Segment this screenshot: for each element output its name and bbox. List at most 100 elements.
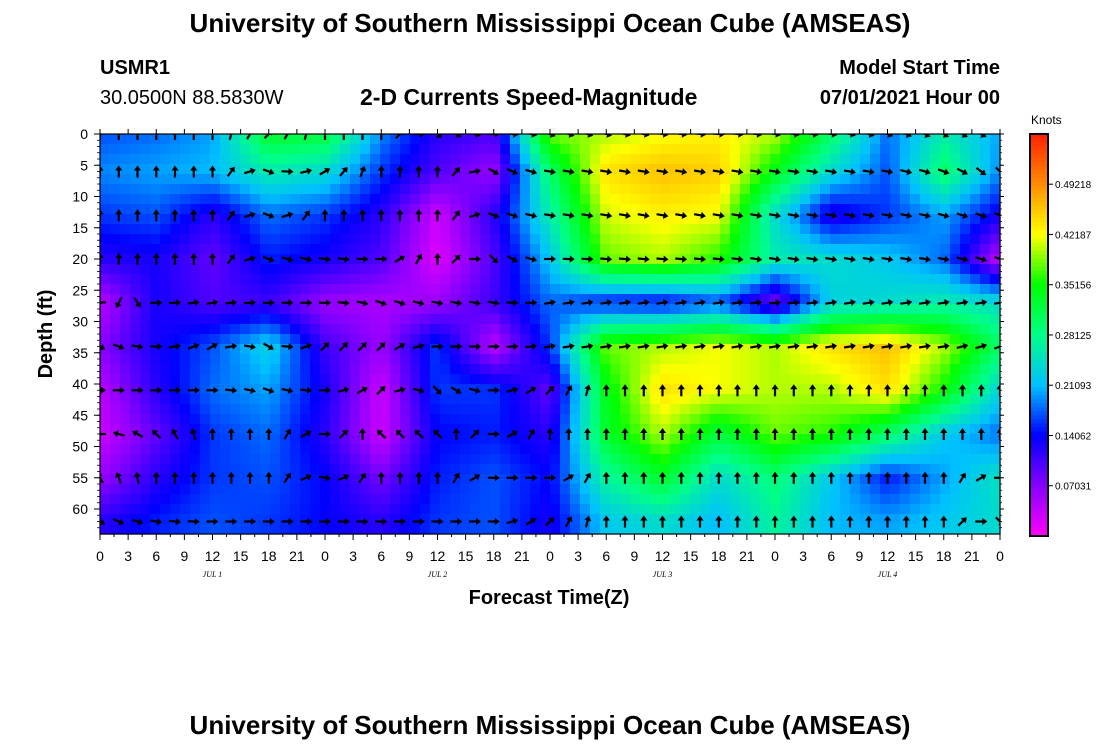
heat-cell (700, 454, 711, 465)
heat-cell (630, 494, 641, 505)
heat-cell (950, 154, 961, 165)
colorbar-segment (1030, 330, 1048, 336)
heat-cell (480, 294, 491, 305)
heat-cell (450, 464, 461, 475)
x-tick-label: 9 (855, 548, 863, 564)
heat-cell (390, 284, 401, 295)
current-arrow (675, 342, 688, 350)
heat-cell (820, 524, 831, 535)
colorbar-segment (1030, 174, 1048, 179)
heat-cell (280, 264, 291, 275)
heat-cell (470, 404, 481, 415)
heat-cell (930, 324, 941, 335)
heat-cell (730, 324, 741, 335)
heat-cell (290, 424, 301, 435)
heat-cell (120, 154, 131, 165)
current-arrow (190, 471, 198, 484)
current-arrow (431, 299, 444, 307)
heat-cell (350, 204, 361, 215)
heat-cell (550, 174, 561, 185)
heat-cell (150, 314, 161, 325)
heat-cell (960, 504, 971, 515)
heat-cell (710, 134, 721, 145)
heat-cell (910, 294, 921, 305)
heat-cell (340, 284, 351, 295)
heat-cell (520, 224, 531, 235)
heat-cell (740, 274, 751, 285)
heat-cell (670, 264, 681, 275)
colorbar-segment (1030, 511, 1048, 517)
heat-cell (930, 284, 941, 295)
heat-cell (600, 374, 611, 385)
heat-cell (440, 254, 451, 265)
heat-cell (530, 454, 541, 465)
heat-cell (550, 134, 561, 145)
heat-cell (890, 484, 901, 495)
heat-cell (190, 374, 201, 385)
heat-cell (170, 334, 181, 345)
heat-cell (650, 184, 661, 195)
current-arrow (394, 255, 406, 263)
heat-cell (490, 524, 501, 535)
heat-cell (600, 404, 611, 415)
current-arrow (696, 384, 704, 397)
heat-cell (550, 424, 561, 435)
current-arrow (618, 211, 631, 219)
heat-cell (830, 274, 841, 285)
heat-cell (500, 394, 511, 405)
x-tick-label: 3 (349, 548, 357, 564)
current-arrow (525, 474, 538, 482)
heat-cell (240, 174, 251, 185)
heat-cell (480, 284, 491, 295)
heat-cell (660, 184, 671, 195)
heat-cell (820, 294, 831, 305)
heat-cell (890, 424, 901, 435)
heat-cell (230, 404, 241, 415)
heat-cell (750, 504, 761, 515)
current-arrow (806, 255, 819, 263)
heat-cell (940, 454, 951, 465)
heat-cell (550, 144, 561, 155)
current-arrow (940, 515, 948, 528)
heat-cell (990, 304, 1001, 315)
heat-cell (130, 194, 141, 205)
current-arrow (358, 428, 367, 440)
heat-cell (650, 364, 661, 375)
heat-cell (630, 484, 641, 495)
current-arrow (787, 342, 800, 350)
heat-cell (670, 154, 681, 165)
heat-cell (950, 224, 961, 235)
y-tick-label: 20 (72, 251, 88, 267)
heat-cell (130, 404, 141, 415)
heat-cell (730, 244, 741, 255)
heat-cell (110, 184, 121, 195)
heat-cell (260, 194, 271, 205)
heat-cell (650, 424, 661, 435)
heat-cell (350, 394, 361, 405)
heat-cell (890, 464, 901, 475)
current-arrow (468, 387, 481, 394)
heat-cell (800, 174, 811, 185)
heat-cell (290, 194, 301, 205)
heat-cell (170, 484, 181, 495)
heat-cell (780, 344, 791, 355)
heat-cell (490, 414, 501, 425)
heat-cell (480, 154, 491, 165)
heat-cell (890, 204, 901, 215)
current-arrow (358, 472, 367, 484)
x-tick-label: 0 (546, 548, 554, 564)
heat-cell (220, 284, 231, 295)
colorbar-segment (1030, 399, 1048, 404)
heat-cell (160, 414, 171, 425)
heat-cell (880, 214, 891, 225)
heat-cell (920, 294, 931, 305)
heat-cell (500, 264, 511, 275)
heat-cell (840, 264, 851, 275)
heat-cell (310, 224, 321, 235)
heat-cell (150, 414, 161, 425)
heat-cell (620, 134, 631, 145)
heat-cell (990, 224, 1001, 235)
heat-cell (520, 464, 531, 475)
heat-cell (660, 454, 671, 465)
heat-cell (780, 354, 791, 365)
